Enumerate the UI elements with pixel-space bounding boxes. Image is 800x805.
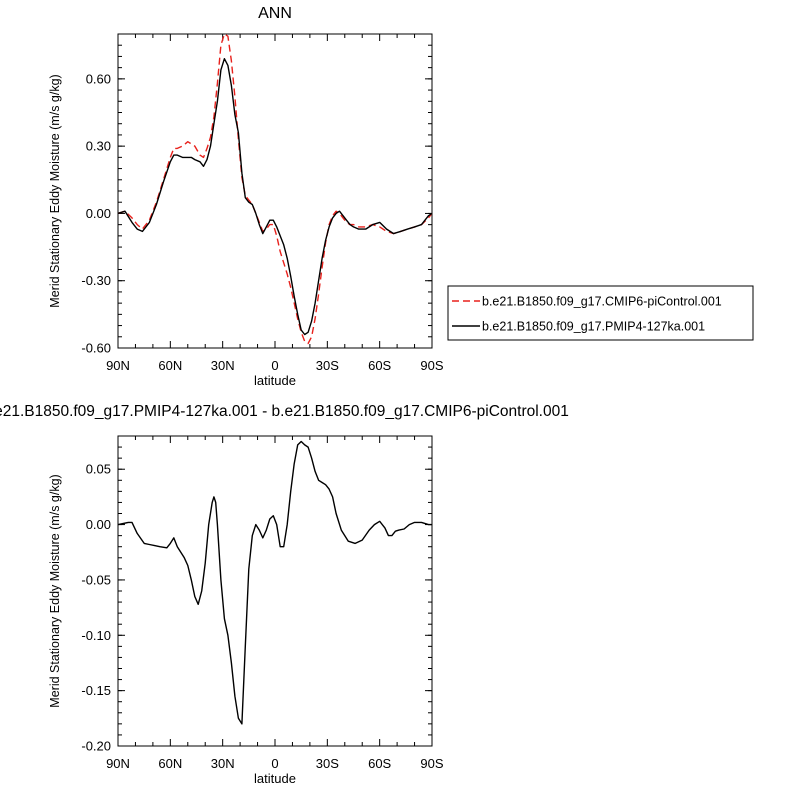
x-tick-label: 90S bbox=[420, 756, 443, 771]
series-line-2 bbox=[118, 58, 432, 336]
y-tick-label: -0.15 bbox=[81, 683, 111, 698]
x-tick-label: 30S bbox=[316, 756, 339, 771]
y-tick-label: 0.00 bbox=[86, 517, 111, 532]
series-line-1 bbox=[118, 34, 432, 345]
x-tick-label: 60N bbox=[158, 756, 182, 771]
chart-title: b.e21.B1850.f09_g17.PMIP4-127ka.001 - b.… bbox=[0, 403, 569, 420]
x-tick-label: 90N bbox=[106, 358, 130, 373]
y-axis-label: Merid Stationary Eddy Moisture (m/s g/kg… bbox=[48, 74, 62, 307]
y-tick-label: 0.00 bbox=[86, 206, 111, 221]
y-axis-label: Merid Stationary Eddy Moisture (m/s g/kg… bbox=[48, 474, 62, 707]
x-tick-label: 30S bbox=[316, 358, 339, 373]
legend-label: b.e21.B1850.f09_g17.PMIP4-127ka.001 bbox=[482, 320, 705, 334]
y-tick-label: 0.60 bbox=[86, 71, 111, 86]
x-tick-label: 90S bbox=[420, 358, 443, 373]
y-tick-label: -0.20 bbox=[81, 739, 111, 754]
chart-panel-2: b.e21.B1850.f09_g17.PMIP4-127ka.001 - b.… bbox=[0, 403, 569, 786]
x-tick-label: 30N bbox=[211, 756, 235, 771]
x-tick-label: 60S bbox=[368, 756, 391, 771]
chart-panel-1: ANN 90N 60N 30N 0 30S 60S 90S latitude 0.60 0.30 0.… bbox=[48, 5, 754, 388]
x-tick-label: 0 bbox=[271, 358, 278, 373]
chart-title: ANN bbox=[258, 5, 292, 22]
legend-box bbox=[447, 285, 754, 341]
plot-frame bbox=[117, 435, 433, 747]
plot-frame bbox=[117, 33, 433, 349]
x-axis-label: latitude bbox=[254, 771, 296, 786]
series-line-1 bbox=[118, 440, 432, 725]
x-tick-label: 30N bbox=[211, 358, 235, 373]
y-tick-label: 0.30 bbox=[86, 139, 111, 154]
x-tick-label: 60N bbox=[158, 358, 182, 373]
x-tick-label: 90N bbox=[106, 756, 130, 771]
y-tick-label: -0.60 bbox=[81, 341, 111, 356]
y-tick-label: 0.05 bbox=[86, 462, 111, 477]
legend: b.e21.B1850.f09_g17.CMIP6-piControl.001b… bbox=[447, 285, 754, 341]
x-tick-label: 0 bbox=[271, 756, 278, 771]
x-axis-label: latitude bbox=[254, 373, 296, 388]
x-tick-label: 60S bbox=[368, 358, 391, 373]
y-tick-label: -0.10 bbox=[81, 628, 111, 643]
y-tick-label: -0.05 bbox=[81, 572, 111, 587]
y-tick-label: -0.30 bbox=[81, 273, 111, 288]
legend-label: b.e21.B1850.f09_g17.CMIP6-piControl.001 bbox=[482, 295, 722, 309]
